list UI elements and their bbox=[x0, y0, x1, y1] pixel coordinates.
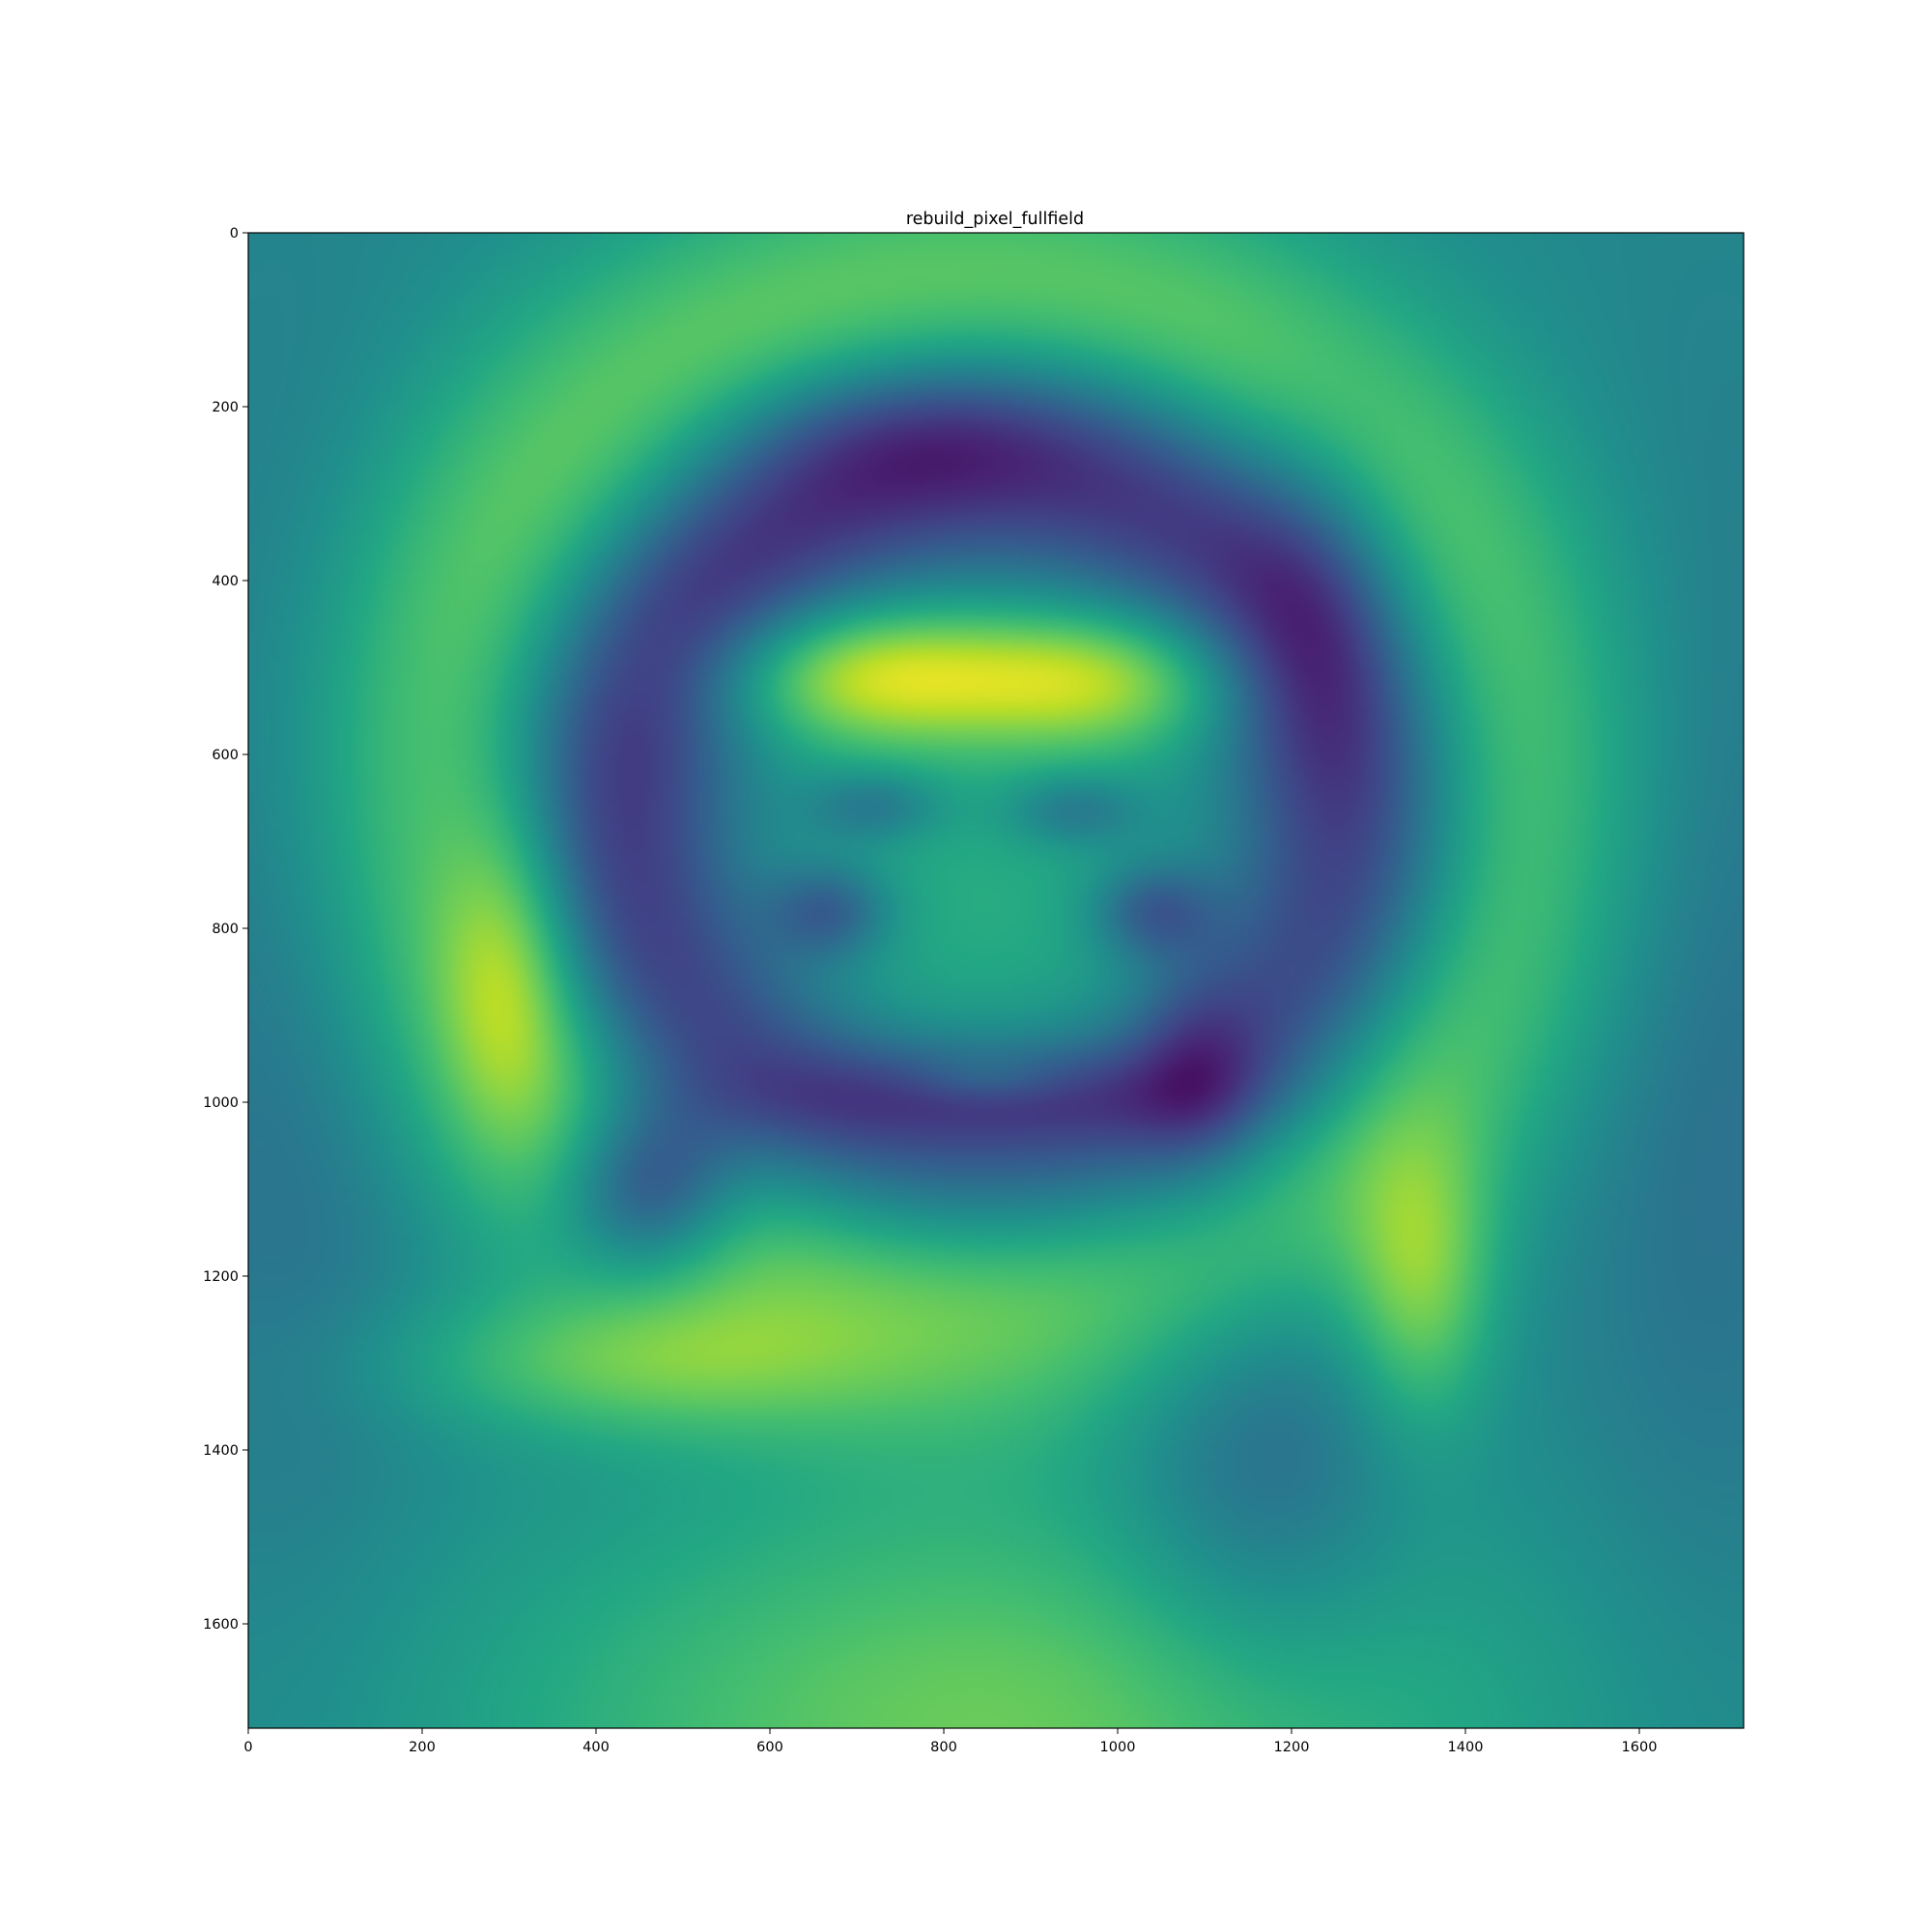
y-tick-label: 1200 bbox=[203, 1269, 239, 1285]
y-tick-label: 1000 bbox=[203, 1095, 239, 1111]
x-tick-label: 1600 bbox=[1622, 1740, 1658, 1755]
x-tick-label: 200 bbox=[409, 1740, 436, 1755]
plot-frame bbox=[247, 232, 1745, 1729]
y-tick-label: 200 bbox=[212, 400, 239, 415]
y-tick-label: 600 bbox=[212, 748, 239, 763]
y-tick-label: 800 bbox=[212, 922, 239, 937]
y-tick-label: 400 bbox=[212, 574, 239, 589]
x-tick-label: 600 bbox=[756, 1740, 783, 1755]
heatmap-image-area bbox=[248, 233, 1744, 1728]
x-axis: 0 200 400 600 800 1000 1200 1400 1600 bbox=[243, 1728, 1657, 1755]
x-tick-label: 1000 bbox=[1100, 1740, 1136, 1755]
y-tick-label: 0 bbox=[230, 226, 239, 242]
y-axis: 0 200 400 600 800 1000 1200 1400 1600 bbox=[203, 226, 248, 1633]
chart-title: rebuild_pixel_fullfield bbox=[906, 210, 1084, 229]
y-tick-label: 1600 bbox=[203, 1617, 239, 1633]
x-tick-label: 800 bbox=[930, 1740, 957, 1755]
y-tick-label: 1400 bbox=[203, 1443, 239, 1459]
heatmap-image bbox=[248, 233, 1744, 1728]
x-tick-label: 0 bbox=[243, 1740, 252, 1755]
x-tick-label: 1200 bbox=[1274, 1740, 1310, 1755]
x-tick-label: 1400 bbox=[1448, 1740, 1484, 1755]
x-tick-label: 400 bbox=[582, 1740, 610, 1755]
